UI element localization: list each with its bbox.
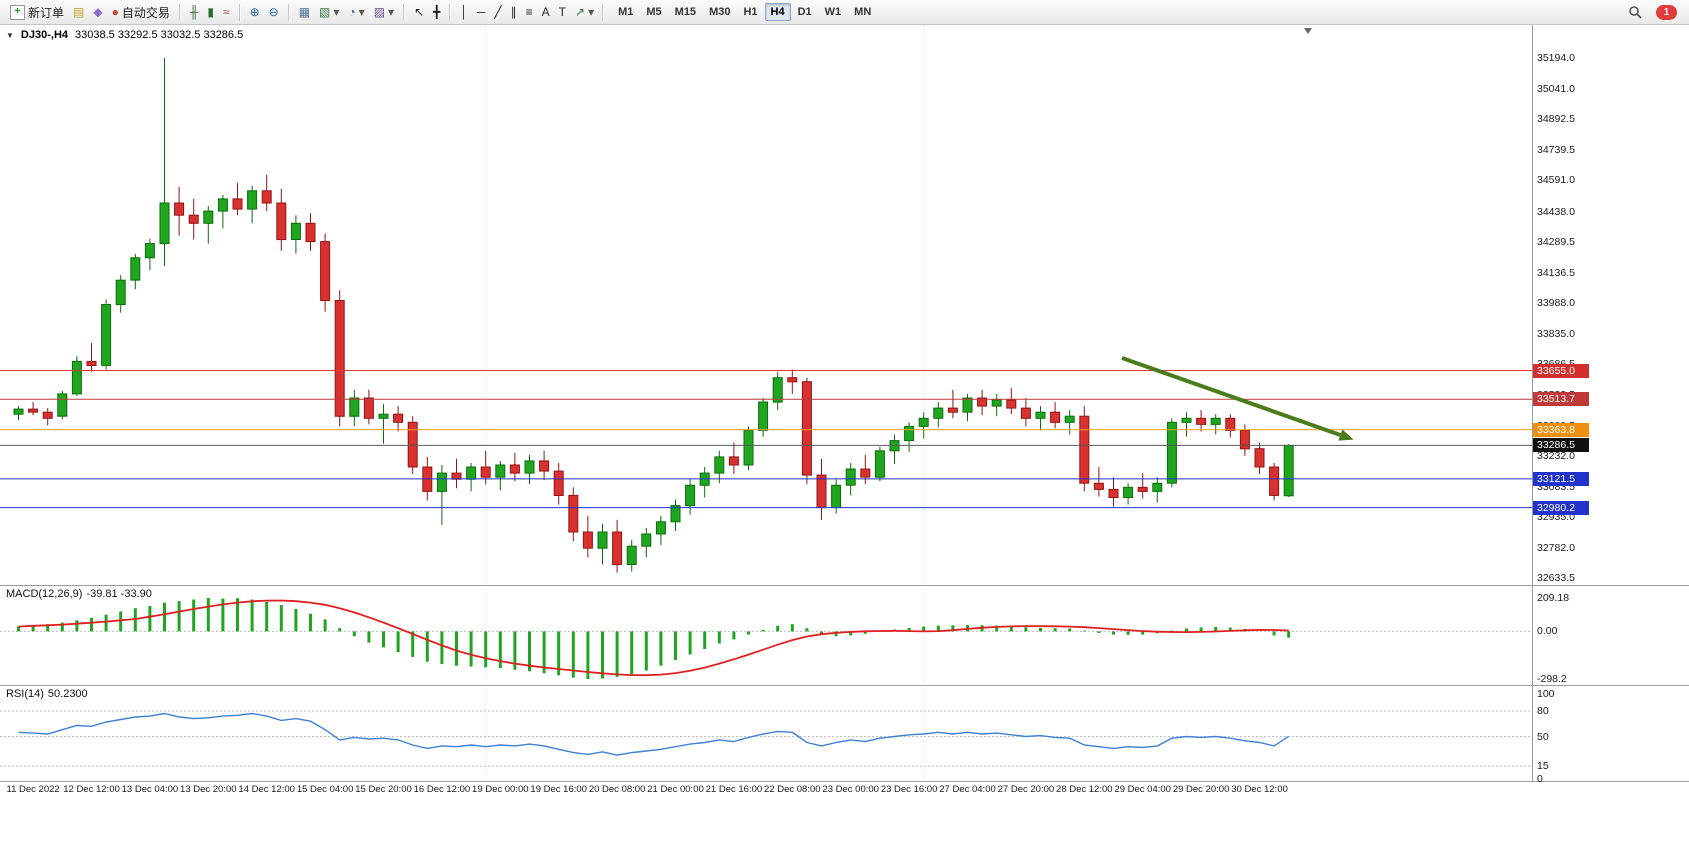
tile-windows-button[interactable]: ▦ bbox=[295, 2, 314, 22]
period-separators bbox=[0, 25, 1689, 782]
dropdown-caret-icon: ▾ bbox=[388, 5, 395, 19]
fibonacci-button[interactable]: ≡ bbox=[522, 2, 537, 22]
bar-chart-icon: ╫ bbox=[189, 5, 199, 19]
channel-icon: ∥ bbox=[510, 5, 517, 19]
candle-chart-button[interactable]: ▮ bbox=[203, 2, 218, 22]
metaeditor-icon: ◆ bbox=[93, 5, 103, 19]
search-button[interactable] bbox=[1624, 2, 1646, 22]
notification-badge[interactable]: 1 bbox=[1656, 4, 1677, 20]
zoom-in-icon: ⊕ bbox=[249, 5, 260, 19]
search-icon bbox=[1629, 6, 1642, 19]
channel-button[interactable]: ∥ bbox=[507, 2, 521, 22]
zoom-out-button[interactable]: ⊖ bbox=[265, 2, 283, 22]
toolbar-separator bbox=[449, 3, 452, 21]
macd-panel bbox=[0, 598, 1532, 679]
timeframe-toolbar: M1 M5 M15 M30 H1 H4 D1 W1 MN bbox=[612, 3, 877, 21]
cursor-icon: ↖ bbox=[414, 5, 425, 19]
chart-window-button[interactable]: ▤ bbox=[69, 2, 88, 22]
dropdown-caret-icon: ▾ bbox=[333, 5, 340, 19]
zoom-out-icon: ⊖ bbox=[268, 5, 279, 19]
horizontal-line-button[interactable]: ─ bbox=[473, 2, 490, 22]
trendline-button[interactable]: ╱ bbox=[490, 2, 505, 22]
shift-marker-icon[interactable] bbox=[1304, 28, 1312, 34]
auto-trading-button[interactable]: ● 自动交易 bbox=[108, 2, 174, 22]
new-order-button-label: 新订单 bbox=[28, 5, 65, 20]
new-order-icon: + bbox=[10, 4, 25, 20]
toolbar-separator bbox=[178, 3, 181, 21]
auto-trading-button-label: 自动交易 bbox=[121, 5, 170, 20]
toolbar-groups: + 新订单 ▤ ◆ ● 自动交易 ╫ ▮ ≈ ⊕ ⊖ ▦ ▧ ▾ ◔ ▾ ▨ ▾ ↖ ╋ │ ─ ╱ ∥ ≡ A T ↗ ▾ bbox=[6, 2, 598, 22]
horizontal-lines-layer[interactable] bbox=[0, 370, 1532, 509]
label-icon: T bbox=[558, 5, 566, 19]
bar-chart-button[interactable]: ╫ bbox=[186, 2, 203, 22]
templates-button[interactable]: ▨ ▾ bbox=[370, 2, 398, 22]
text-button[interactable]: A bbox=[538, 2, 554, 22]
timeframe-button-m15[interactable]: M15 bbox=[674, 6, 697, 18]
timeframe-button-h1[interactable]: H1 bbox=[743, 6, 758, 18]
template-icon: ▨ bbox=[373, 5, 386, 19]
new-chart-button[interactable]: ▧ ▾ bbox=[315, 2, 343, 22]
trend-arrow[interactable] bbox=[1121, 356, 1354, 441]
timeframe-button-mn[interactable]: MN bbox=[854, 6, 872, 18]
fibonacci-icon: ≡ bbox=[525, 5, 533, 19]
cursor-button[interactable]: ↖ bbox=[410, 2, 428, 22]
timeframe-button-d1[interactable]: D1 bbox=[797, 6, 812, 18]
line-chart-icon: ≈ bbox=[222, 5, 230, 19]
chart-canvas[interactable] bbox=[0, 0, 1689, 800]
vertical-line-icon: │ bbox=[460, 5, 468, 19]
rsi-panel bbox=[0, 710, 1532, 767]
timeframe-button-m1[interactable]: M1 bbox=[618, 6, 634, 18]
profiles-button[interactable]: ◔ ▾ bbox=[344, 2, 368, 22]
timeframe-button-w1[interactable]: W1 bbox=[824, 6, 842, 18]
metaeditor-button[interactable]: ◆ bbox=[89, 2, 106, 22]
label-button[interactable]: T bbox=[555, 2, 570, 22]
toolbar: + 新订单 ▤ ◆ ● 自动交易 ╫ ▮ ≈ ⊕ ⊖ ▦ ▧ ▾ ◔ ▾ ▨ ▾ ↖ ╋ │ ─ ╱ ∥ ≡ A T ↗ ▾ M1 M5 M… bbox=[0, 0, 1689, 25]
candles-layer bbox=[13, 58, 1294, 573]
new-chart-icon: ▧ bbox=[319, 5, 331, 19]
new-order-button[interactable]: + 新订单 bbox=[6, 2, 68, 22]
dropdown-caret-icon: ▾ bbox=[588, 5, 595, 19]
horizontal-line-icon: ─ bbox=[476, 5, 486, 19]
timeframe-button-h4[interactable]: H4 bbox=[764, 3, 791, 21]
dropdown-caret-icon: ▾ bbox=[358, 5, 365, 19]
shapes-button[interactable]: ↗ ▾ bbox=[571, 2, 598, 22]
tile-windows-icon: ▦ bbox=[298, 5, 311, 19]
text-icon: A bbox=[541, 5, 550, 19]
vertical-line-button[interactable]: │ bbox=[456, 2, 472, 22]
trendline-icon: ╱ bbox=[494, 5, 502, 19]
candle-chart-icon: ▮ bbox=[207, 5, 214, 19]
auto-trading-icon: ● bbox=[111, 5, 119, 19]
toolbar-separator bbox=[403, 3, 406, 21]
zoom-in-button[interactable]: ⊕ bbox=[246, 2, 264, 22]
crosshair-icon: ╋ bbox=[433, 5, 441, 19]
clock-icon: ◔ bbox=[348, 5, 356, 19]
crosshair-button[interactable]: ╋ bbox=[429, 2, 444, 22]
toolbar-separator bbox=[602, 3, 605, 21]
chart-window-icon: ▤ bbox=[73, 5, 85, 19]
timeframe-button-m5[interactable]: M5 bbox=[646, 6, 662, 18]
line-chart-button[interactable]: ≈ bbox=[219, 2, 234, 22]
shapes-icon: ↗ bbox=[575, 5, 586, 19]
timeframe-button-m30[interactable]: M30 bbox=[709, 6, 731, 18]
toolbar-right: 1 bbox=[1624, 2, 1683, 22]
toolbar-separator bbox=[238, 3, 241, 21]
toolbar-separator bbox=[287, 3, 290, 21]
